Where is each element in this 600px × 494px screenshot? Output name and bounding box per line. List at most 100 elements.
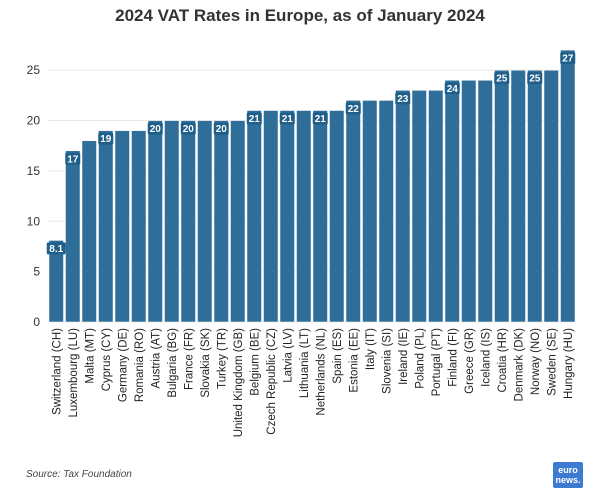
x-tick-label: Croatia (HR) <box>497 328 509 393</box>
data-label-bg <box>147 122 163 135</box>
data-label: 25 <box>527 72 543 85</box>
bar <box>428 90 444 323</box>
data-label-text: 25 <box>496 74 508 85</box>
data-label-bg <box>560 52 576 65</box>
logo-line-2: news. <box>555 475 581 485</box>
source-note: Source: Tax Foundation <box>26 469 132 480</box>
data-label: 24 <box>444 82 460 95</box>
x-tick-label: Greece (GR) <box>464 328 476 394</box>
data-labels: 8.1 17 19 20 20 20 21 21 21 22 23 24 25 25 27 <box>46 52 576 255</box>
bar <box>329 110 345 323</box>
x-tick-label: Switzerland (CH) <box>51 328 63 415</box>
bar <box>510 69 526 323</box>
data-label: 27 <box>560 52 576 65</box>
x-axis: Switzerland (CH) Luxembourg (LU) Malta (MT… <box>51 328 575 437</box>
data-label: 23 <box>395 92 411 105</box>
bar <box>296 110 312 323</box>
x-tick-label: Netherlands (NL) <box>315 328 327 416</box>
bar <box>263 110 279 323</box>
bar-chart: 0 5 10 15 20 25 8.1 17 19 20 20 20 21 21 21 22 23 24 25 25… <box>27 49 576 437</box>
x-tick-label: Iceland (IS) <box>480 328 492 387</box>
bar <box>230 120 246 323</box>
logo-line-1: euro <box>558 465 578 475</box>
data-label-text: 21 <box>315 114 327 125</box>
data-label-bg <box>345 102 361 115</box>
data-label-text: 20 <box>150 124 162 135</box>
y-tick-label: 20 <box>27 114 41 128</box>
x-tick-label: Romania (RO) <box>134 328 146 402</box>
bar <box>411 90 427 323</box>
bar <box>197 120 213 323</box>
data-label-text: 21 <box>282 114 294 125</box>
data-label: 21 <box>279 112 295 125</box>
euronews-logo: euro news. <box>553 462 583 488</box>
x-tick-label: Czech Republic (CZ) <box>266 328 278 435</box>
x-tick-label: Hungary (HU) <box>563 328 575 399</box>
x-tick-label: Malta (MT) <box>84 328 96 384</box>
y-axis: 0 5 10 15 20 25 <box>27 63 41 329</box>
data-label: 20 <box>180 122 196 135</box>
bar <box>527 69 543 323</box>
data-label-bg <box>312 112 328 125</box>
bar <box>494 69 510 323</box>
chart-title: 2024 VAT Rates in Europe, as of January … <box>115 6 485 25</box>
data-label: 21 <box>246 112 262 125</box>
data-label: 20 <box>213 122 229 135</box>
data-label: 25 <box>494 72 510 85</box>
bar <box>246 110 262 323</box>
data-label-text: 22 <box>348 104 360 115</box>
y-tick-label: 0 <box>33 315 40 329</box>
data-label-bg <box>444 82 460 95</box>
bar <box>131 130 147 323</box>
x-tick-label: Latvia (LV) <box>282 328 294 383</box>
data-label: 20 <box>147 122 163 135</box>
bar <box>312 110 328 323</box>
data-label-bg <box>98 132 114 145</box>
y-tick-label: 25 <box>27 63 41 77</box>
bar <box>279 110 295 323</box>
bar <box>461 80 477 323</box>
bar <box>543 69 559 323</box>
bar <box>362 100 378 323</box>
x-tick-label: Slovakia (SK) <box>200 328 212 398</box>
data-label-bg <box>246 112 262 125</box>
data-label-bg <box>213 122 229 135</box>
data-label-bg <box>494 72 510 85</box>
bar <box>114 130 130 323</box>
bar <box>395 90 411 323</box>
y-tick-label: 15 <box>27 164 41 178</box>
data-label-bg <box>395 92 411 105</box>
x-tick-label: Turkey (TR) <box>216 328 228 389</box>
bar <box>98 130 114 323</box>
data-label-text: 27 <box>562 54 574 65</box>
data-label: 8.1 <box>46 242 66 255</box>
x-tick-label: Bulgaria (BG) <box>167 328 179 398</box>
data-label-text: 17 <box>67 154 79 165</box>
data-label-text: 8.1 <box>49 244 63 255</box>
data-label-text: 24 <box>447 84 459 95</box>
x-tick-label: Ireland (IE) <box>398 328 410 385</box>
x-tick-label: Italy (IT) <box>365 328 377 370</box>
x-tick-label: Cyprus (CY) <box>101 328 113 391</box>
x-tick-label: France (FR) <box>183 328 195 390</box>
y-tick-label: 5 <box>33 265 40 279</box>
data-label-bg <box>65 152 81 165</box>
bar <box>444 80 460 323</box>
data-label: 19 <box>98 132 114 145</box>
data-label: 17 <box>65 152 81 165</box>
x-tick-label: Luxembourg (LU) <box>68 328 80 418</box>
x-tick-label: Portugal (PT) <box>431 328 443 397</box>
bar <box>345 100 361 323</box>
x-tick-label: Norway (NO) <box>530 328 542 395</box>
bar <box>65 150 81 323</box>
data-label-bg <box>46 242 66 255</box>
x-tick-label: Germany (DE) <box>117 328 129 402</box>
x-tick-label: United Kingdom (GB) <box>233 328 245 437</box>
data-label: 22 <box>345 102 361 115</box>
data-label-bg <box>527 72 543 85</box>
x-tick-label: Denmark (DK) <box>513 328 525 402</box>
bar <box>213 120 229 323</box>
bar <box>378 100 394 323</box>
bar <box>180 120 196 323</box>
data-label-text: 25 <box>529 74 541 85</box>
